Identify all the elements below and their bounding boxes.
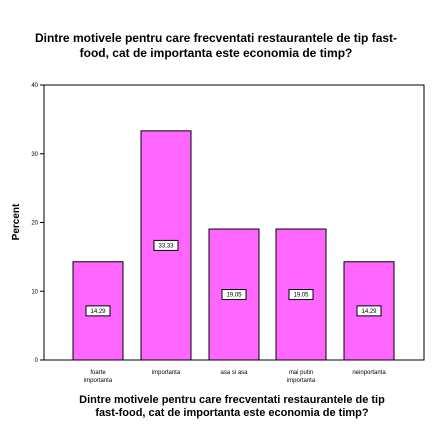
- x-tick-label: mai putin: [289, 370, 313, 376]
- data-label: 19,05: [293, 293, 309, 299]
- data-label-box: [288, 289, 314, 301]
- y-tick-label: 0: [35, 358, 39, 364]
- data-label: 33,33: [158, 243, 174, 249]
- y-tick-label: 20: [31, 221, 38, 227]
- x-tick-label: neinportanta: [352, 370, 386, 376]
- x-tick-label: importanta: [152, 370, 181, 376]
- data-label-box: [153, 239, 179, 251]
- bar: [275, 228, 327, 361]
- x-axis: foarte importanta importanta asa si asa mai …: [84, 370, 387, 384]
- y-tick-label: 10: [31, 289, 38, 295]
- chart-title-line-2: food, cat de importanta este economia de…: [79, 46, 353, 60]
- data-label-box: [356, 305, 382, 317]
- x-tick-label: importanta: [84, 378, 113, 384]
- bar: [208, 228, 260, 361]
- x-tick-label: foarte: [90, 370, 106, 376]
- chart-title-line-1: Dintre motivele pentru care frecventati …: [34, 31, 398, 45]
- x-axis-label-line-2: fast-food, cat de importanta este econom…: [95, 407, 368, 419]
- y-axis-label: Percent: [11, 203, 22, 240]
- x-tick-label: asa si asa: [220, 370, 248, 376]
- y-tick-label: 40: [31, 83, 38, 89]
- data-label: 19,05: [226, 293, 242, 299]
- x-tick-label: importanta: [287, 378, 316, 384]
- data-label: 14,29: [90, 309, 106, 315]
- y-tick-label: 30: [31, 152, 38, 158]
- bars: 14,29 33,33 19,05 19,05 14,29: [72, 130, 395, 361]
- data-label-box: [85, 305, 111, 317]
- data-label-box: [221, 289, 247, 301]
- x-axis-label-line-1: Dintre motivele pentru care frecventati …: [79, 394, 385, 406]
- data-label: 14,29: [361, 309, 377, 315]
- chart-title: Dintre motivele pentru care frecventati …: [0, 31, 432, 61]
- y-axis: 0 10 20 30 40: [31, 83, 44, 364]
